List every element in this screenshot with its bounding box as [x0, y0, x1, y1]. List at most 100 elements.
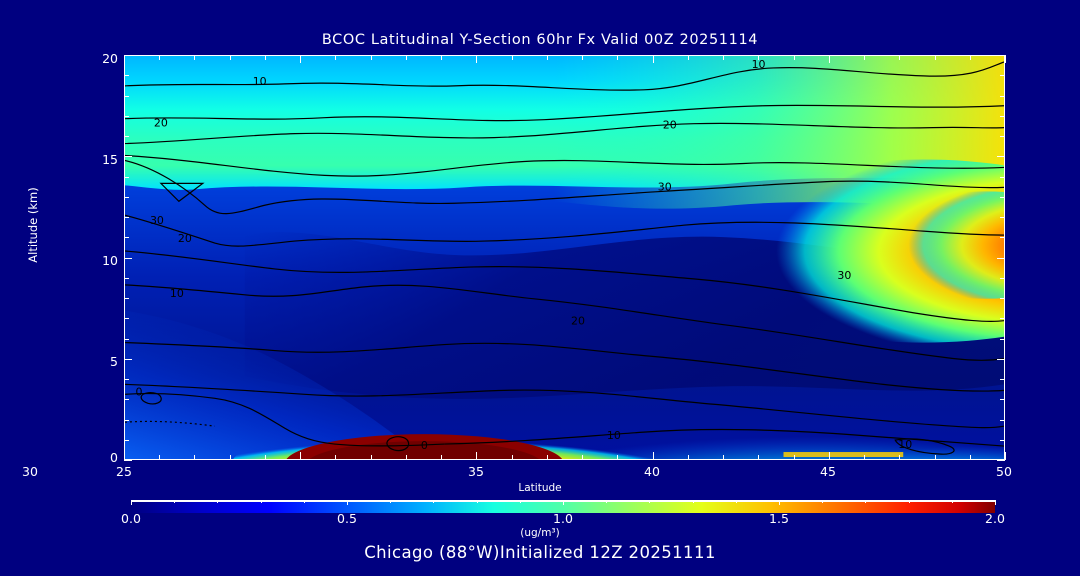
tick-mark: [1000, 136, 1005, 137]
tick-mark: [124, 136, 129, 137]
x-tick-label: 40: [644, 464, 660, 479]
tick-mark: [997, 55, 1005, 56]
contour-fill-field: 10 10 20 20 30 20 30 30 10 20 0 10 0 10: [125, 56, 1004, 459]
colorbar-units-label: (ug/m³): [520, 527, 560, 539]
tick-mark: [194, 455, 195, 460]
tick-mark: [406, 455, 407, 460]
y-tick-label: 20: [102, 51, 118, 66]
tick-mark: [1000, 96, 1005, 97]
tick-mark: [547, 55, 548, 60]
tick-mark: [124, 452, 125, 460]
tick-mark: [617, 55, 618, 60]
tick-mark: [335, 55, 336, 60]
tick-mark: [124, 217, 129, 218]
x-axis-label: Latitude: [518, 482, 562, 494]
tick-mark: [1000, 298, 1005, 299]
tick-mark: [899, 55, 900, 60]
tick-mark: [864, 455, 865, 460]
tick-mark: [124, 258, 132, 259]
tick-mark: [758, 55, 759, 60]
contour-label: 10: [170, 287, 184, 300]
y-tick-label: 10: [102, 253, 118, 268]
contour-label: 10: [607, 429, 621, 442]
colorbar-tick-label: 0.0: [121, 511, 141, 526]
tick-mark: [124, 96, 129, 97]
tick-mark: [758, 455, 759, 460]
tick-mark: [997, 156, 1005, 157]
tick-mark: [476, 55, 477, 63]
tick-mark: [909, 500, 910, 503]
contour-label: 20: [663, 119, 677, 132]
tick-mark: [131, 500, 132, 505]
x-tick-label: 50: [996, 464, 1012, 479]
tick-mark: [230, 455, 231, 460]
tick-mark: [476, 452, 477, 460]
tick-mark: [174, 500, 175, 503]
tick-mark: [794, 55, 795, 60]
colorbar-tick-label: 2.0: [985, 511, 1005, 526]
tick-mark: [1000, 339, 1005, 340]
tick-mark: [124, 399, 129, 400]
tick-mark: [347, 500, 348, 505]
tick-mark: [1000, 278, 1005, 279]
tick-mark: [1000, 379, 1005, 380]
tick-mark: [441, 455, 442, 460]
tick-mark: [261, 500, 262, 503]
tick-mark: [124, 339, 129, 340]
tick-mark: [230, 55, 231, 60]
x-tick-label: 30: [22, 464, 38, 479]
tick-mark: [1000, 197, 1005, 198]
tick-mark: [124, 440, 129, 441]
tick-mark: [779, 500, 780, 505]
plot-area: 10 10 20 20 30 20 30 30 10 20 0 10 0 10: [124, 55, 1005, 460]
tick-mark: [822, 500, 823, 503]
tick-mark: [547, 455, 548, 460]
tick-mark: [441, 55, 442, 60]
contour-label: 30: [837, 269, 851, 282]
tick-mark: [935, 455, 936, 460]
tick-mark: [829, 55, 830, 63]
figure-caption: Chicago (88°W)Initialized 12Z 20251111: [364, 543, 716, 562]
tick-mark: [300, 452, 301, 460]
tick-mark: [723, 55, 724, 60]
tick-mark: [829, 452, 830, 460]
tick-mark: [1000, 237, 1005, 238]
tick-mark: [159, 455, 160, 460]
tick-mark: [617, 455, 618, 460]
tick-mark: [265, 455, 266, 460]
tick-mark: [124, 318, 129, 319]
tick-mark: [124, 278, 129, 279]
tick-mark: [194, 55, 195, 60]
tick-mark: [124, 197, 129, 198]
y-tick-label: 0: [110, 450, 118, 465]
y-tick-label: 15: [102, 152, 118, 167]
tick-mark: [1000, 399, 1005, 400]
tick-mark: [693, 500, 694, 503]
tick-mark: [653, 55, 654, 63]
tick-mark: [124, 75, 129, 76]
tick-mark: [1000, 75, 1005, 76]
tick-mark: [124, 359, 132, 360]
tick-mark: [1000, 116, 1005, 117]
tick-mark: [335, 455, 336, 460]
x-tick-label: 35: [468, 464, 484, 479]
tick-mark: [371, 55, 372, 60]
colorbar-tick-label: 1.5: [769, 511, 789, 526]
tick-mark: [406, 55, 407, 60]
tick-mark: [1000, 177, 1005, 178]
tick-mark: [794, 455, 795, 460]
tick-mark: [217, 500, 218, 503]
contour-label: 20: [178, 232, 192, 245]
tick-mark: [688, 55, 689, 60]
y-tick-label: 5: [110, 354, 118, 369]
tick-mark: [124, 460, 132, 461]
tick-mark: [582, 455, 583, 460]
tick-mark: [688, 455, 689, 460]
tick-mark: [1000, 318, 1005, 319]
tick-mark: [935, 55, 936, 60]
tick-mark: [1000, 420, 1005, 421]
x-tick-label: 45: [820, 464, 836, 479]
tick-mark: [997, 460, 1005, 461]
tick-mark: [997, 359, 1005, 360]
tick-mark: [124, 55, 132, 56]
